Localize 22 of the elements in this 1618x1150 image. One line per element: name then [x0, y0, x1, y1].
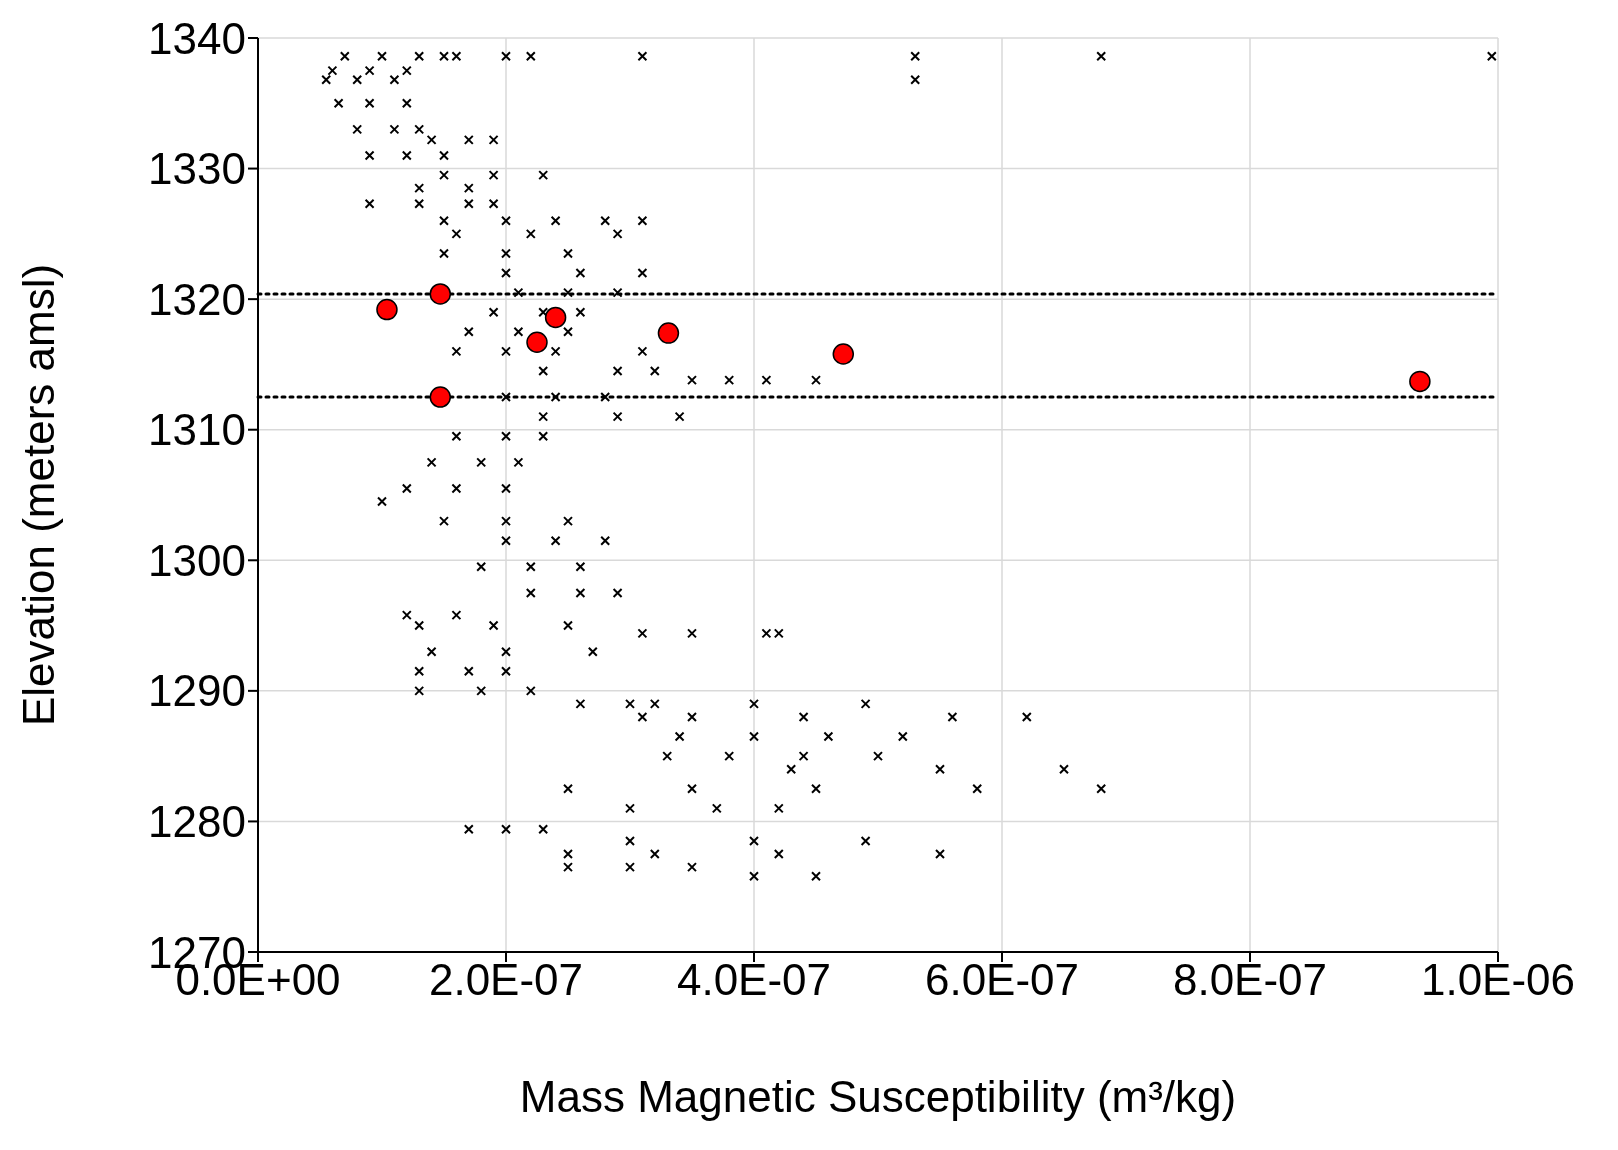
- y-tick-label: 1280: [148, 797, 246, 847]
- y-axis-title: Elevation (meters amsl): [13, 263, 63, 727]
- point: [544, 306, 567, 329]
- point: [832, 343, 855, 365]
- x-tick-label: 1.0E-06: [1420, 955, 1576, 1005]
- y-tick-label: 1320: [148, 274, 246, 324]
- y-tick-label: 1310: [148, 405, 246, 455]
- x-axis-title: Mass Magnetic Susceptibility (m³/kg): [519, 1072, 1237, 1121]
- x-tick-label: 8.0E-07: [1172, 955, 1328, 1005]
- point: [657, 322, 680, 344]
- point: [429, 283, 452, 305]
- y-tick-label: 1290: [148, 666, 246, 716]
- point: [1409, 370, 1431, 393]
- x-tick-label: 6.0E-07: [924, 955, 1080, 1005]
- y-tick-label: 1340: [148, 13, 246, 63]
- point: [376, 298, 398, 321]
- point: [429, 386, 452, 408]
- y-tick-label: 1300: [148, 535, 246, 585]
- x-tick-label: 4.0E-07: [676, 955, 832, 1005]
- point: [526, 331, 548, 353]
- y-tick-label: 1330: [148, 144, 246, 194]
- x-tick-label: 2.0E-07: [428, 955, 584, 1005]
